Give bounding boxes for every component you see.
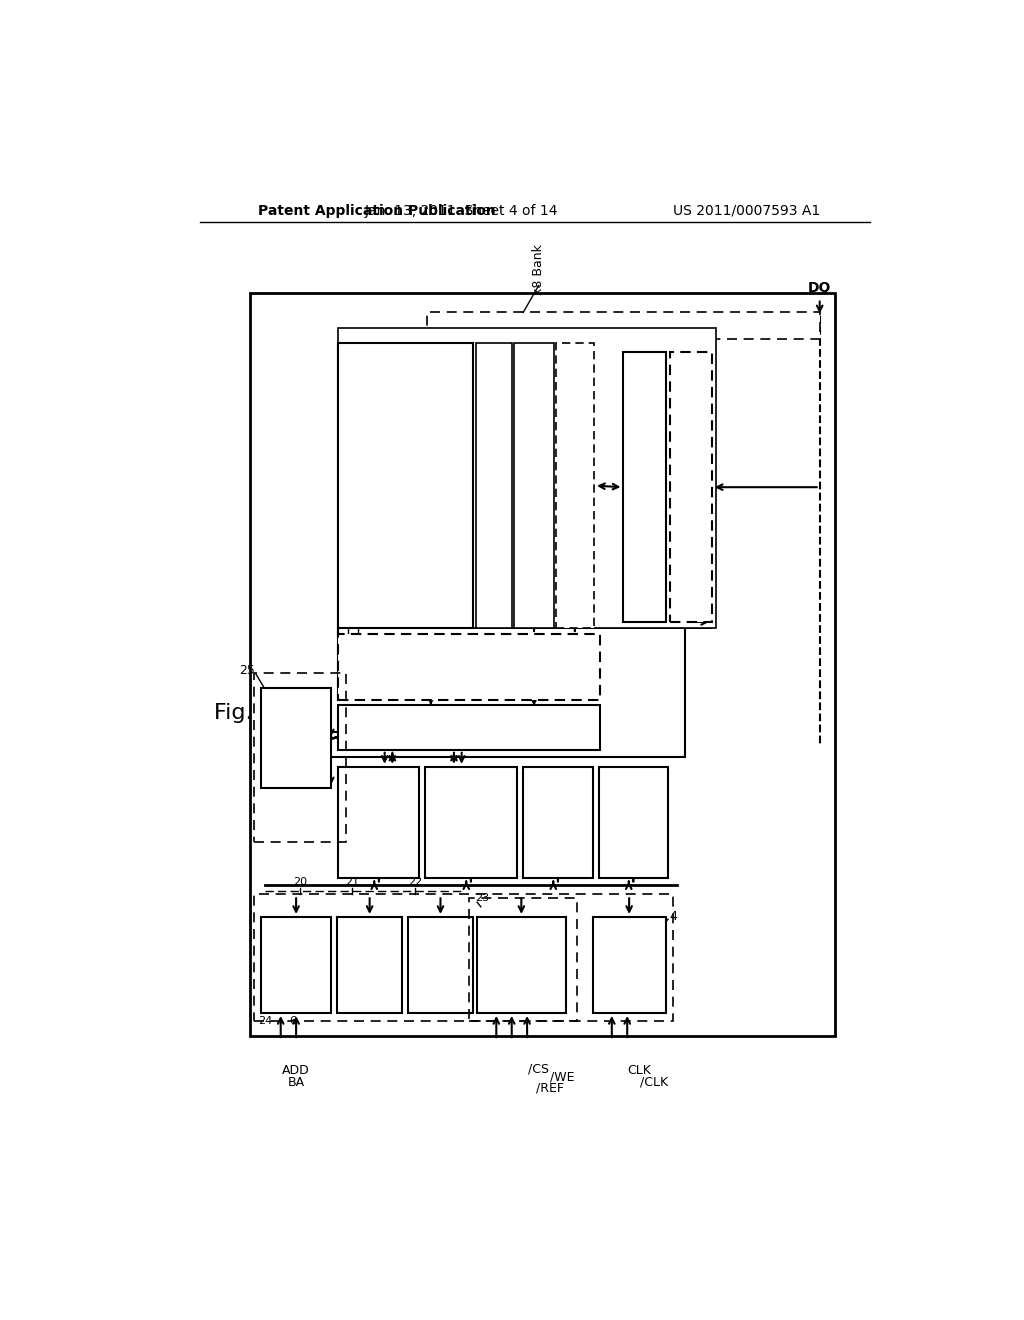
Bar: [477, 917, 565, 1014]
Text: US 2011/0007593 A1: US 2011/0007593 A1: [673, 203, 820, 218]
Text: 21: 21: [345, 878, 359, 887]
Text: ROW DECODER: ROW DECODER: [426, 722, 512, 733]
Text: Jan. 13, 2011  Sheet 4 of 14: Jan. 13, 2011 Sheet 4 of 14: [365, 203, 558, 218]
Text: MRS
CONTROL
CIRCUIT: MRS CONTROL CIRCUIT: [609, 807, 657, 840]
Text: ADDRESS
SWITCHING
CIRCUIT: ADDRESS SWITCHING CIRCUIT: [270, 950, 322, 979]
Text: COMMAND
GENERATING
CIRCUIT: COMMAND GENERATING CIRCUIT: [493, 950, 550, 979]
Bar: [408, 917, 473, 1014]
Text: DATA LATCH CIRCUIT: DATA LATCH CIRCUIT: [640, 444, 649, 531]
Text: ROW REDUNDANCY
CIRCUIT: ROW REDUNDANCY CIRCUIT: [415, 656, 524, 677]
Bar: [250, 293, 836, 1036]
Bar: [261, 688, 331, 788]
Text: /CLK: /CLK: [640, 1076, 669, 1089]
Text: MEMORY: MEMORY: [399, 458, 413, 513]
Bar: [358, 348, 706, 628]
Bar: [556, 343, 594, 628]
Bar: [599, 767, 668, 878]
Text: DATA
CONTROL
CIRCUIT: DATA CONTROL CIRCUIT: [535, 807, 582, 840]
Text: DATA INPUT/OUTPUT CIRCUIT: DATA INPUT/OUTPUT CIRCUIT: [686, 432, 695, 543]
Text: BANK
DECODER
CIRCUIT: BANK DECODER CIRCUIT: [418, 950, 463, 979]
Text: x8 Bank: x8 Bank: [532, 244, 545, 296]
Text: SAMP CIRCUIT: SAMP CIRCUIT: [489, 454, 499, 517]
Text: REFRESH
ADDRESS
COUNTER: REFRESH ADDRESS COUNTER: [274, 723, 318, 754]
Text: /REF: /REF: [537, 1081, 564, 1094]
Bar: [339, 343, 473, 628]
Text: 25: 25: [240, 664, 255, 677]
Text: 6: 6: [289, 1016, 296, 1026]
Bar: [254, 894, 674, 1020]
Text: 22: 22: [409, 878, 423, 887]
Text: /CS: /CS: [528, 1063, 549, 1074]
Text: 4: 4: [670, 911, 678, 924]
Text: CLOCK
GENERATING
CIRCUIT: CLOCK GENERATING CIRCUIT: [600, 950, 658, 979]
Bar: [339, 705, 600, 750]
Bar: [514, 343, 554, 628]
Text: ADD: ADD: [283, 1064, 310, 1077]
Bar: [339, 327, 716, 628]
Text: Patent Application Publication: Patent Application Publication: [258, 203, 496, 218]
Bar: [523, 767, 593, 878]
Bar: [475, 343, 512, 628]
Bar: [593, 917, 666, 1014]
Bar: [425, 767, 517, 878]
Text: COLUMN DECODER: COLUMN DECODER: [570, 442, 580, 529]
Text: READ/WRITE/
REFRESH CONTROL
CIRCUIT: READ/WRITE/ REFRESH CONTROL CIRCUIT: [427, 808, 515, 837]
Bar: [427, 313, 819, 339]
Bar: [469, 898, 578, 1020]
Text: Fig. 4: Fig. 4: [214, 702, 273, 723]
Bar: [670, 352, 712, 622]
Bar: [339, 767, 419, 878]
Text: ADDRESS
INPUT
CIRCUIT: ADDRESS INPUT CIRCUIT: [348, 950, 391, 979]
Text: DQ: DQ: [808, 281, 831, 294]
Text: 10: 10: [486, 545, 502, 557]
Text: 24: 24: [258, 1016, 272, 1026]
Bar: [337, 917, 402, 1014]
Text: BA: BA: [288, 1076, 305, 1089]
Bar: [254, 673, 346, 842]
Text: 23: 23: [475, 892, 488, 903]
Text: 20: 20: [293, 878, 307, 887]
Bar: [339, 635, 600, 700]
Bar: [624, 352, 666, 622]
Bar: [261, 917, 331, 1014]
Text: /WE: /WE: [550, 1071, 574, 1084]
Bar: [348, 338, 711, 628]
Text: CLK: CLK: [627, 1064, 650, 1077]
Text: COLUMN REDUNDANCY CIRCUIT: COLUMN REDUNDANCY CIRCUIT: [529, 425, 539, 546]
Text: ADDRESS LATCH
CIRCUIT: ADDRESS LATCH CIRCUIT: [338, 812, 420, 833]
